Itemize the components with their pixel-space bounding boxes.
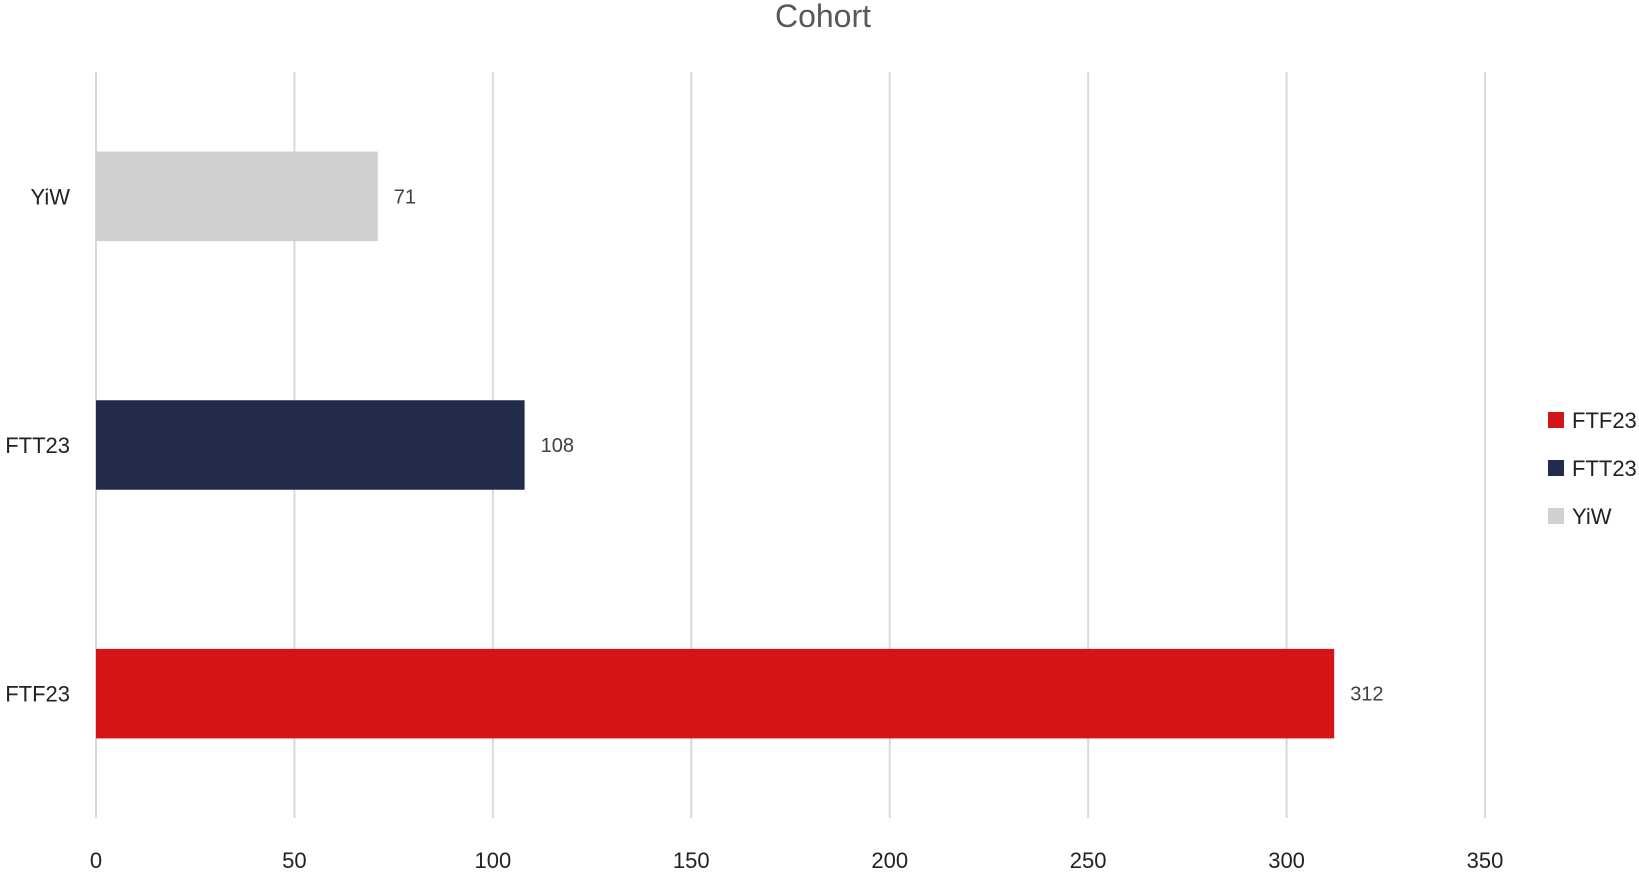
- data-labels: 312 108 71: [394, 186, 1384, 705]
- legend-label: FTF23: [1572, 408, 1637, 433]
- x-tick-label: 200: [871, 848, 908, 873]
- bars: [96, 151, 1335, 739]
- bar-yiw: [96, 151, 378, 242]
- chart-title: Cohort: [775, 0, 871, 34]
- y-category-label: FTT23: [5, 433, 70, 458]
- legend-swatch: [1548, 508, 1564, 524]
- x-tick-label: 300: [1268, 848, 1305, 873]
- bar-ftt23: [96, 400, 525, 490]
- data-label: 312: [1350, 684, 1383, 706]
- x-tick-label: 350: [1467, 848, 1504, 873]
- legend-label: FTT23: [1572, 456, 1637, 481]
- legend-swatch: [1548, 460, 1564, 476]
- legend-label: YiW: [1572, 504, 1612, 529]
- data-label: 108: [541, 435, 574, 457]
- data-label: 71: [394, 186, 416, 208]
- x-tick-label: 50: [282, 848, 306, 873]
- x-tick-label: 100: [474, 848, 511, 873]
- bar-ftf23: [96, 648, 1335, 739]
- legend: FTF23 FTT23 YiW: [1548, 408, 1637, 529]
- legend-swatch: [1548, 412, 1564, 428]
- x-tick-label: 250: [1070, 848, 1107, 873]
- y-category-label: YiW: [30, 184, 70, 209]
- x-tick-label: 150: [673, 848, 710, 873]
- x-tick-label: 0: [90, 848, 102, 873]
- x-axis-tick-labels: 0 50 100 150 200 250 300 350: [90, 848, 1503, 873]
- y-axis-category-labels: FTF23 FTT23 YiW: [5, 184, 70, 706]
- y-category-label: FTF23: [5, 682, 70, 707]
